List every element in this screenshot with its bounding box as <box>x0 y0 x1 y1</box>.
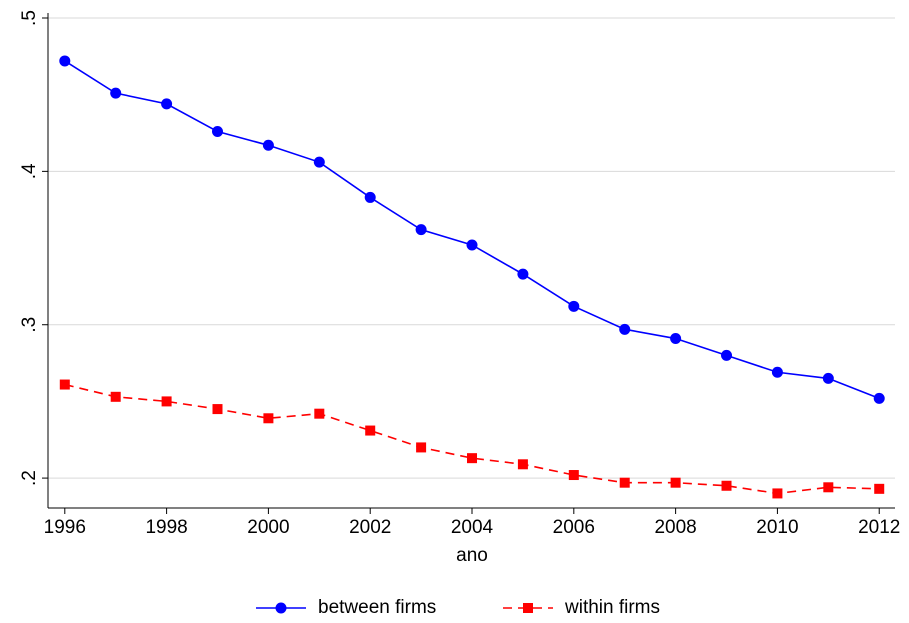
marker <box>721 480 732 491</box>
marker <box>874 483 885 494</box>
marker <box>364 191 376 203</box>
marker <box>517 459 528 470</box>
marker <box>670 333 682 345</box>
marker <box>873 392 885 404</box>
marker <box>568 470 579 481</box>
legend-marker <box>275 602 287 614</box>
marker <box>823 482 834 493</box>
y-tick-label: .2 <box>19 470 40 486</box>
x-tick-label: 2012 <box>858 517 900 538</box>
y-tick-label: .4 <box>19 163 40 179</box>
series-line <box>64 383 880 495</box>
x-tick-label: 2004 <box>451 517 494 538</box>
legend-label: within firms <box>564 597 660 618</box>
marker <box>59 379 70 390</box>
marker <box>416 442 427 453</box>
marker <box>212 404 223 415</box>
x-tick-label: 1998 <box>145 517 187 538</box>
marker <box>110 87 122 99</box>
x-tick-label: 2000 <box>247 517 289 538</box>
marker <box>110 391 121 402</box>
marker <box>771 366 783 378</box>
marker <box>466 239 478 251</box>
marker <box>314 408 325 419</box>
marker <box>313 156 325 168</box>
marker <box>365 425 376 436</box>
marker <box>772 488 783 499</box>
x-tick-label: 2010 <box>756 517 798 538</box>
marker <box>263 413 274 424</box>
marker <box>212 125 224 137</box>
marker <box>822 372 834 384</box>
marker <box>161 98 173 110</box>
marker <box>721 349 733 361</box>
legend-marker <box>523 603 533 613</box>
x-tick-label: 2002 <box>349 517 391 538</box>
marker <box>262 139 274 151</box>
marker <box>161 396 172 407</box>
x-axis-label: ano <box>456 545 488 566</box>
marker <box>59 55 71 67</box>
x-tick-label: 2006 <box>553 517 595 538</box>
marker <box>670 477 681 488</box>
x-tick-label: 1996 <box>44 517 86 538</box>
marker <box>619 323 631 335</box>
y-tick-label: .3 <box>19 317 40 333</box>
legend-label: between firms <box>318 597 436 618</box>
marker <box>467 453 478 464</box>
marker <box>415 224 427 236</box>
marker <box>517 268 529 280</box>
y-tick-label: .5 <box>19 10 40 26</box>
marker <box>619 477 630 488</box>
x-tick-label: 2008 <box>654 517 696 538</box>
marker <box>568 300 580 312</box>
